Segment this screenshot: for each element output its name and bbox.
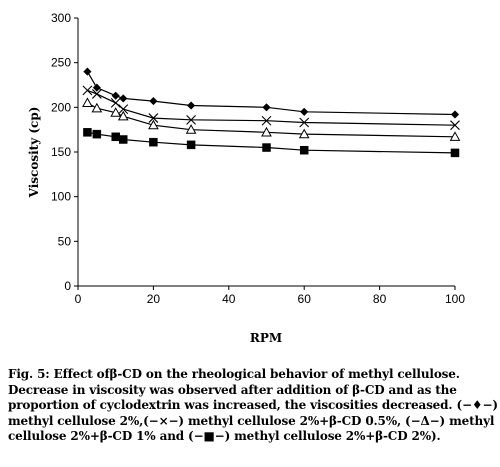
data-point-triangle <box>117 110 129 121</box>
data-point-cross <box>148 113 159 123</box>
data-point-diamond <box>262 103 271 112</box>
cross-stroke <box>82 85 93 96</box>
caption-line-2: Decrease in viscosity was observed after… <box>8 382 457 397</box>
data-point-triangle <box>82 97 93 107</box>
y-tick-label: 300 <box>51 11 71 25</box>
data-point-triangle <box>185 124 197 134</box>
y-axis-title: Viscosity (cp) <box>27 107 41 199</box>
y-tick-label: 0 <box>64 279 71 293</box>
series-square <box>83 128 460 158</box>
cross-stroke <box>91 89 102 99</box>
y-tick-label: 100 <box>51 190 71 204</box>
caption-line-1: Fig. 5: Effect ofβ-CD on the rheological… <box>8 367 460 381</box>
data-point-square <box>262 143 271 152</box>
data-point-cross <box>110 97 121 108</box>
caption-line-4: methyl cellulose 2%,(−×−) methyl cellulo… <box>8 413 495 428</box>
y-tick-label: 50 <box>58 234 72 248</box>
cross-stroke <box>118 104 129 115</box>
chart-axes: 0 50 100 150 200 250 300 0 20 40 60 80 100 <box>51 11 465 306</box>
x-tick-label: 60 <box>298 292 312 306</box>
cross-stroke <box>148 113 159 123</box>
cross-stroke <box>261 115 272 126</box>
data-point-cross <box>91 89 102 99</box>
data-point-square <box>186 140 196 150</box>
y-tick-label: 200 <box>51 100 71 114</box>
data-point-diamond <box>300 107 309 116</box>
data-point-square <box>450 148 460 158</box>
data-point-triangle <box>110 107 122 117</box>
data-point-cross <box>82 85 93 96</box>
data-point-square <box>118 135 128 144</box>
data-point-diamond <box>111 91 120 100</box>
x-axis-title: RPM <box>250 331 282 345</box>
viscosity-chart: 0 50 100 150 200 250 300 0 20 40 60 80 100 Viscosity… <box>27 11 465 345</box>
data-point-square <box>83 128 92 137</box>
data-point-triangle <box>261 126 272 137</box>
data-point-square <box>149 137 158 147</box>
cross-stroke <box>110 97 121 108</box>
data-point-diamond <box>186 101 196 110</box>
x-tick-label: 40 <box>222 292 236 306</box>
data-point-triangle <box>91 102 103 113</box>
series-diamond <box>83 67 460 119</box>
y-tick-label: 150 <box>51 145 71 159</box>
cross-stroke <box>299 117 310 128</box>
series-line-diamond <box>86 71 456 116</box>
y-tick-label: 250 <box>51 56 71 70</box>
data-point-square <box>299 145 309 155</box>
data-point-diamond <box>83 67 92 76</box>
caption-line-3: proportion of cyclodextrin was increased… <box>8 398 498 412</box>
data-point-cross <box>450 120 460 131</box>
data-point-cross <box>261 115 272 126</box>
data-point-square <box>111 132 120 142</box>
data-point-diamond <box>450 110 460 119</box>
chart-plot-area <box>82 67 461 158</box>
cross-stroke <box>450 120 460 131</box>
data-point-square <box>92 129 102 139</box>
x-tick-label: 0 <box>75 292 82 306</box>
data-point-cross <box>186 114 196 125</box>
data-point-triangle <box>449 131 461 141</box>
series-cross <box>82 85 460 131</box>
caption-line-5: cellulose 2%+β-CD 1% and (−■−) methyl ce… <box>8 429 441 443</box>
x-tick-label: 20 <box>147 292 161 306</box>
cross-stroke <box>186 114 196 125</box>
data-point-diamond <box>119 94 128 103</box>
data-point-cross <box>118 104 129 115</box>
data-point-triangle <box>148 119 159 130</box>
data-point-triangle <box>298 128 310 139</box>
data-point-diamond <box>149 96 158 106</box>
x-tick-label: 100 <box>445 292 465 306</box>
figure-caption: Fig. 5: Effect ofβ-CD on the rheological… <box>8 367 498 445</box>
series-triangle <box>82 97 461 141</box>
data-point-cross <box>299 117 310 128</box>
x-tick-label: 80 <box>373 292 387 306</box>
data-point-diamond <box>92 83 102 92</box>
